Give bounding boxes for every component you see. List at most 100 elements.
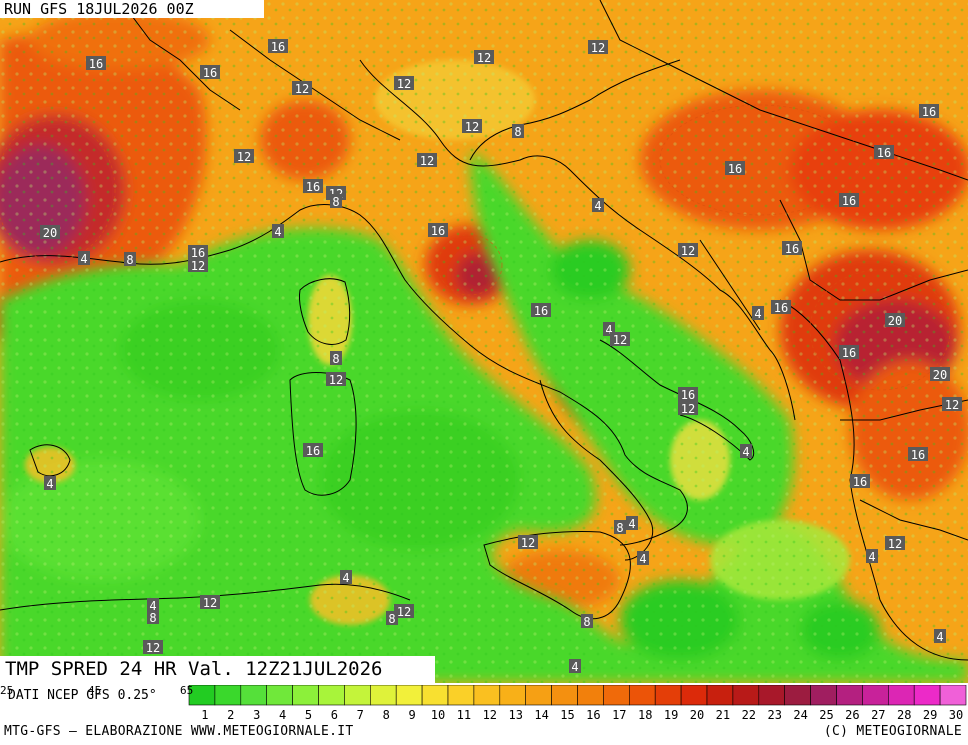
value-label-text: 12 (329, 373, 343, 387)
value-label: 20 (930, 367, 950, 382)
legend-label: 16 (586, 708, 600, 722)
value-label-text: 16 (191, 246, 205, 260)
value-label-text: 4 (594, 199, 601, 213)
legend-label: 18 (638, 708, 652, 722)
legend-label: 6 (331, 708, 338, 722)
value-label: 12 (394, 76, 414, 91)
value-label-layer: 1616161212121212128121612816161616204416… (40, 39, 962, 674)
legend-swatch (706, 685, 734, 706)
value-label: 4 (752, 306, 764, 321)
legend-swatch (214, 685, 242, 706)
value-label-text: 16 (911, 448, 925, 462)
value-label-text: 4 (149, 599, 156, 613)
legend-swatch (395, 685, 423, 706)
value-label: 8 (581, 614, 593, 629)
credit-left: MTG-GFS — ELABORAZIONE WWW.METEOGIORNALE… (4, 724, 354, 739)
value-label-text: 8 (583, 615, 590, 629)
value-label-text: 4 (571, 660, 578, 674)
legend-label: 19 (664, 708, 678, 722)
value-label: 12 (394, 604, 414, 619)
value-label: 12 (417, 153, 437, 168)
value-label: 20 (40, 225, 60, 240)
value-label: 16 (188, 245, 208, 260)
value-label-text: 16 (203, 66, 217, 80)
legend-swatch (421, 685, 449, 706)
legend-swatch (369, 685, 397, 706)
legend-label: 2 (227, 708, 234, 722)
legend-swatch (473, 685, 501, 706)
legend-swatch (887, 685, 915, 706)
value-label: 12 (942, 397, 962, 412)
value-label-text: 4 (605, 323, 612, 337)
legend-swatch (939, 685, 967, 706)
corner-tick-3: 65 (180, 684, 194, 697)
legend-swatch (499, 685, 526, 706)
product-title: TMP SPRED 24 HR Val. 12Z21JUL2026 (0, 656, 435, 683)
value-label-text: 16 (774, 301, 788, 315)
legend-swatch (784, 685, 811, 706)
value-label-text: 4 (46, 477, 53, 491)
value-label: 12 (678, 401, 698, 416)
legend-swatch (680, 685, 708, 706)
legend-swatch (292, 685, 319, 706)
value-label-text: 12 (465, 120, 479, 134)
value-label-text: 8 (616, 521, 623, 535)
value-label: 16 (531, 303, 551, 318)
legend-swatch (913, 685, 941, 706)
legend-label: 15 (560, 708, 574, 722)
value-label: 4 (626, 516, 638, 531)
value-label-text: 8 (388, 612, 395, 626)
value-label-text: 4 (936, 630, 943, 644)
legend-label: 24 (793, 708, 807, 722)
legend-swatch (240, 685, 268, 706)
value-label: 16 (303, 443, 323, 458)
legend-label: 9 (408, 708, 415, 722)
value-label: 16 (678, 387, 698, 402)
contour-lines (0, 104, 951, 391)
legend-label: 11 (457, 708, 471, 722)
value-label: 16 (428, 223, 448, 238)
value-label-text: 16 (431, 224, 445, 238)
legend-swatch (577, 685, 604, 706)
value-label-text: 12 (681, 244, 695, 258)
value-label-text: 4 (342, 571, 349, 585)
value-label: 12 (234, 149, 254, 164)
legend-swatch (344, 685, 371, 706)
legend-label: 1 (201, 708, 208, 722)
value-label: 12 (518, 535, 538, 550)
legend-swatch (628, 685, 656, 706)
legend-swatch (810, 685, 837, 706)
legend-label: 22 (742, 708, 756, 722)
value-label: 12 (588, 40, 608, 55)
legend-label: 29 (923, 708, 937, 722)
legend-label: 30 (949, 708, 963, 722)
value-label-text: 4 (742, 445, 749, 459)
legend-label: 25 (819, 708, 833, 722)
value-label-text: 12 (397, 77, 411, 91)
value-label: 16 (839, 345, 859, 360)
value-label-text: 16 (271, 40, 285, 54)
value-label-text: 8 (514, 125, 521, 139)
value-label: 12 (292, 81, 312, 96)
value-label-text: 4 (628, 517, 635, 531)
legend-swatch (447, 685, 475, 706)
value-label-text: 8 (332, 195, 339, 209)
value-label-text: 12 (945, 398, 959, 412)
run-label: RUN GFS 18JUL2026 00Z (0, 0, 264, 18)
value-label-text: 20 (933, 368, 947, 382)
value-label-text: 12 (191, 259, 205, 273)
value-label: 16 (908, 447, 928, 462)
value-label: 8 (330, 194, 342, 209)
legend-swatch (732, 685, 760, 706)
value-label: 16 (850, 474, 870, 489)
value-label: 4 (866, 549, 878, 564)
value-label: 16 (303, 179, 323, 194)
value-label-text: 20 (888, 314, 902, 328)
legend-label: 4 (279, 708, 286, 722)
legend-label: 27 (871, 708, 885, 722)
value-label-text: 12 (203, 596, 217, 610)
value-label-text: 12 (146, 641, 160, 655)
value-label: 4 (592, 198, 604, 213)
value-label-text: 8 (149, 611, 156, 625)
